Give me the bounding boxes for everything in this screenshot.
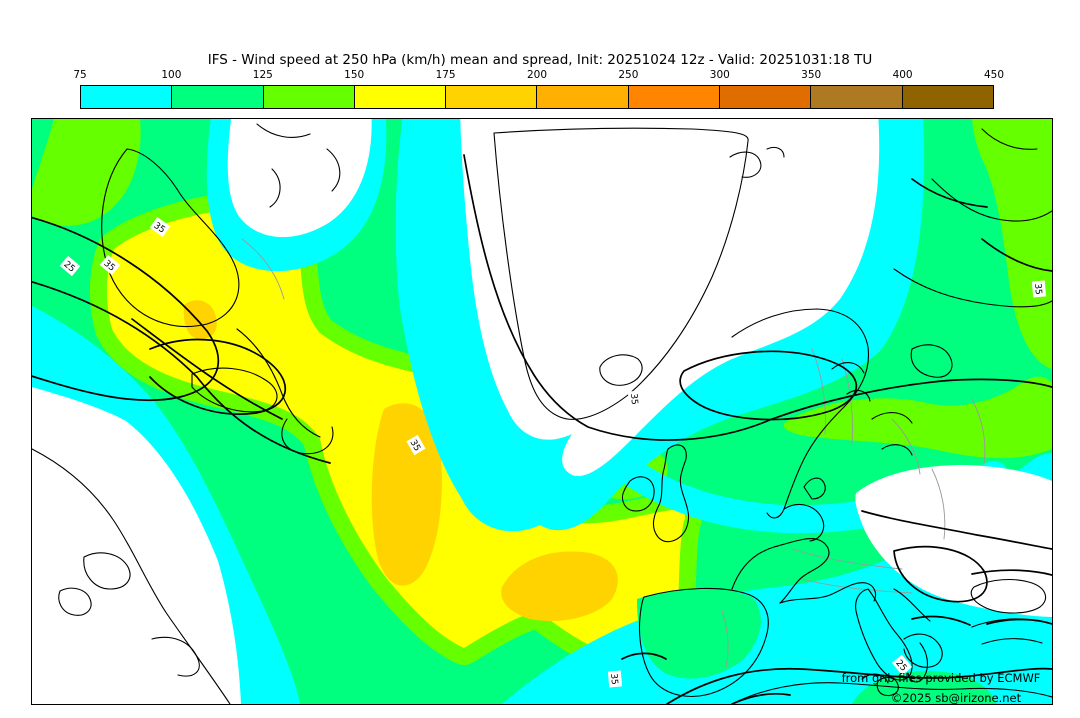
contour-label-35: 35 bbox=[627, 390, 643, 408]
colorbar-tick: 250 bbox=[618, 69, 639, 81]
page-title: IFS - Wind speed at 250 hPa (km/h) mean … bbox=[207, 52, 873, 68]
field-chartreuse bbox=[32, 119, 1052, 673]
colorbar-segment-75 bbox=[81, 86, 173, 108]
map-frame: 25 35 35 35 35 35 35 25 from grib files provide… bbox=[31, 118, 1053, 705]
colorbar-tick: 450 bbox=[983, 69, 1005, 81]
colorbar-segment-150 bbox=[354, 86, 447, 108]
svg-text:35: 35 bbox=[1032, 283, 1043, 295]
colorbar-tick: 150 bbox=[344, 69, 365, 81]
field-white bbox=[32, 119, 1052, 704]
colorbar bbox=[80, 85, 994, 109]
svg-text:35: 35 bbox=[628, 393, 639, 405]
colorbar-tick: 400 bbox=[892, 69, 913, 81]
svg-text:35: 35 bbox=[408, 438, 422, 453]
colorbar-tick: 75 bbox=[73, 69, 87, 81]
colorbar-segment-400 bbox=[902, 86, 993, 108]
contour-label-35: 35 bbox=[406, 434, 426, 456]
colorbar-tick: 175 bbox=[435, 69, 456, 81]
colorbar-segment-250 bbox=[628, 86, 721, 108]
colorbar-segment-175 bbox=[446, 86, 538, 108]
colorbar-tick: 100 bbox=[161, 69, 182, 81]
coastlines bbox=[32, 123, 1052, 704]
colorbar-segment-125 bbox=[263, 86, 355, 108]
colorbar-segment-200 bbox=[537, 86, 629, 108]
colorbar-tick: 200 bbox=[526, 69, 548, 81]
colorbar-tick: 350 bbox=[801, 69, 822, 81]
colorbar-segment-100 bbox=[172, 86, 264, 108]
contour-lines bbox=[32, 154, 1052, 704]
colorbar-segment-300 bbox=[720, 86, 812, 108]
contour-label-35: 35 bbox=[607, 670, 623, 688]
attribution-ecmwf: from grib files provided by ECMWF bbox=[842, 671, 1041, 685]
contour-label-35: 35 bbox=[1031, 280, 1047, 298]
colorbar-tick: 125 bbox=[252, 69, 273, 81]
attribution-copyright: ©2025 sb@irizone.net bbox=[891, 691, 1022, 704]
colorbar-segment-350 bbox=[811, 86, 903, 108]
colorbar-tick: 300 bbox=[709, 69, 730, 81]
svg-text:35: 35 bbox=[608, 673, 619, 685]
colorbar-tick-labels: 75 100 125 150 175 200 250 300 350 400 450 bbox=[0, 69, 1080, 83]
